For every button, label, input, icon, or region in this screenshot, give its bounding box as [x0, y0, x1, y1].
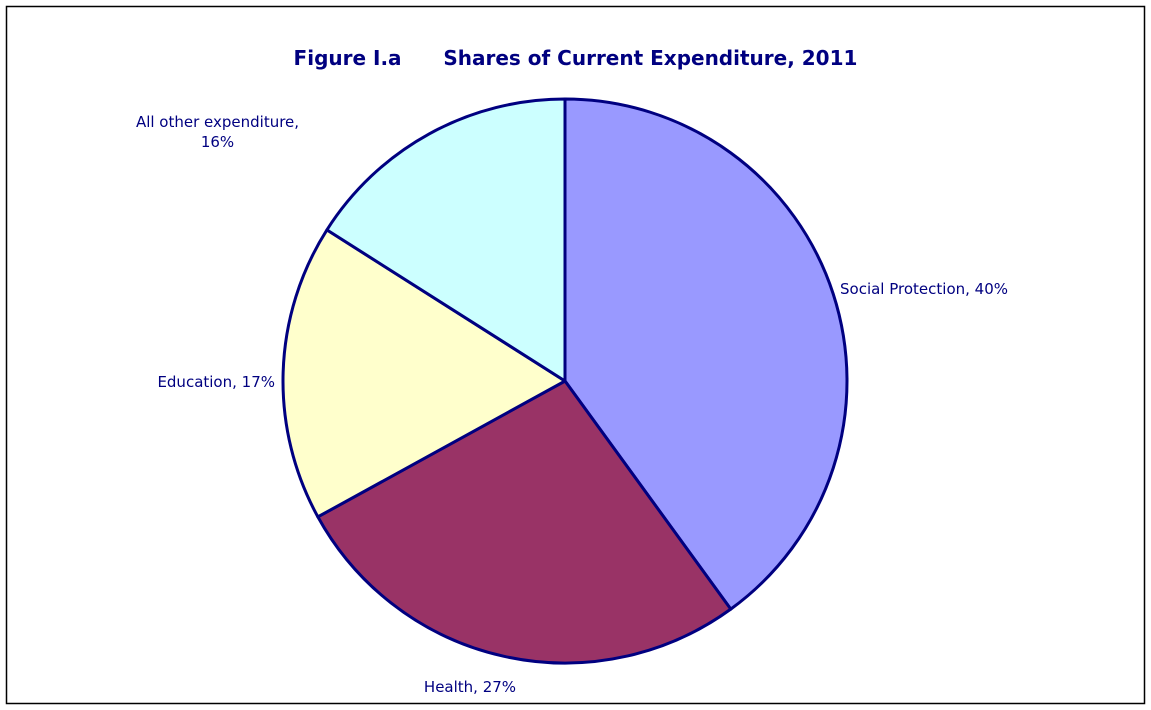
data-label: Social Protection, 40% [840, 280, 1009, 298]
data-label: Health, 27% [423, 678, 517, 696]
pie-slice [563, 97, 849, 611]
pie-slice [316, 379, 733, 665]
data-label: Education, 17% [157, 373, 275, 391]
pie-slice [325, 97, 567, 383]
data-label: All other expenditure, 16% [135, 113, 300, 151]
chart-title: Figure I.a Shares of Current Expenditure… [293, 46, 858, 70]
pie-slice [281, 228, 567, 519]
